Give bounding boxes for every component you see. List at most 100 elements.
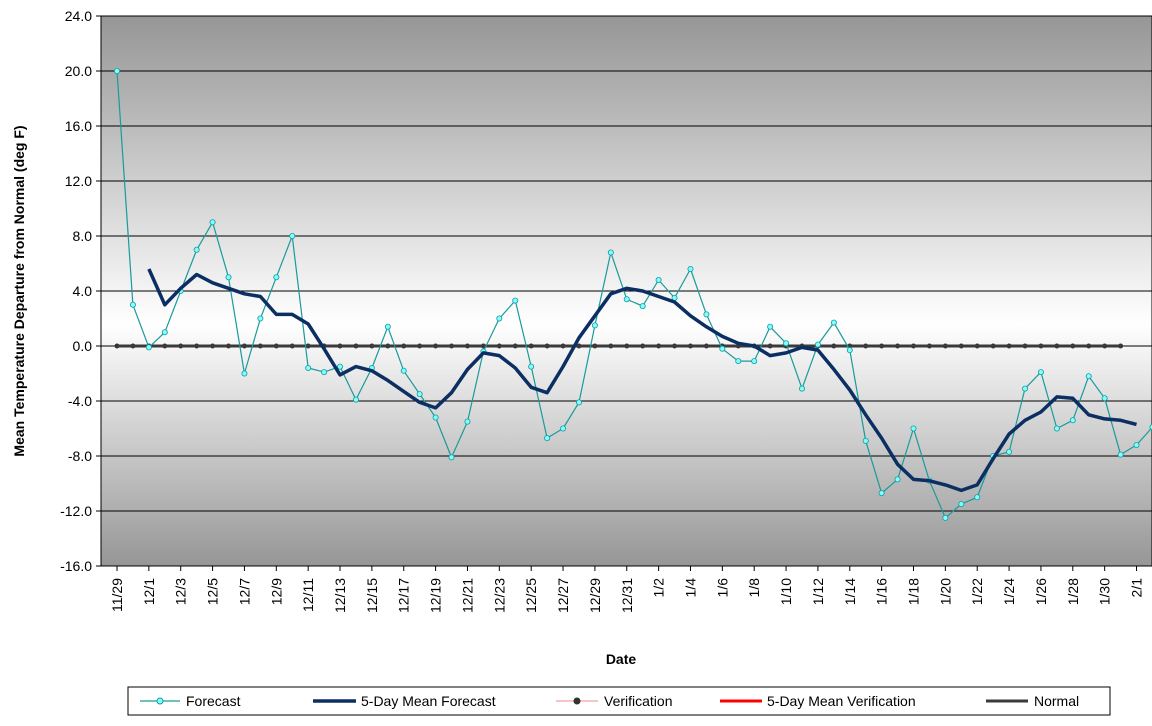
legend-box [127, 686, 1111, 716]
series-layer [114, 68, 1152, 521]
forecast-point [767, 323, 774, 330]
x-tick-label: 1/6 [714, 578, 730, 598]
y-tick-label: 0.0 [73, 338, 93, 354]
forecast-point [560, 425, 567, 432]
forecast-point [464, 418, 471, 425]
forecast-point [416, 391, 423, 398]
forecast-point [305, 364, 312, 371]
y-tick-label: -12.0 [60, 503, 92, 519]
forecast-point [974, 494, 981, 501]
forecast-point [894, 476, 901, 483]
y-tick-label: 24.0 [65, 8, 92, 24]
x-tick-label: 1/2 [651, 578, 667, 598]
x-tick-label: 1/22 [969, 578, 985, 605]
forecast-point [591, 322, 598, 329]
x-tick-label: 1/24 [1001, 578, 1017, 605]
forecast-point [114, 68, 121, 75]
y-axis-ticks: 24.0 20.0 16.0 12.0 8.0 4.0 0.0 -4.0 -8.0 -12.0 -1… [60, 8, 101, 574]
y-axis-title: Mean Temperature Departure from Normal (… [11, 125, 27, 456]
x-tick-label: 12/7 [236, 578, 252, 605]
forecast-point [623, 296, 630, 303]
x-tick-label: 1/30 [1097, 578, 1113, 605]
x-tick-label: 12/5 [205, 578, 221, 605]
forecast-point [958, 501, 965, 508]
forecast-point [878, 490, 885, 497]
forecast-point [257, 315, 264, 322]
x-tick-label: 1/26 [1033, 578, 1049, 605]
x-tick-label: 12/31 [619, 578, 635, 613]
y-tick-label: 16.0 [65, 118, 92, 134]
x-tick-label: 12/27 [555, 578, 571, 613]
forecast-point [942, 514, 949, 521]
y-tick-label: -8.0 [68, 448, 92, 464]
x-tick-label: 12/15 [364, 578, 380, 613]
forecast-point [337, 363, 344, 370]
y-tick-label: 20.0 [65, 63, 92, 79]
legend-label-mean-verification: 5-Day Mean Verification [767, 693, 916, 709]
x-tick-label: 1/18 [906, 578, 922, 605]
legend-item-forecast: Forecast [140, 693, 241, 709]
forecast-point [1053, 425, 1060, 432]
x-tick-label: 12/29 [587, 578, 603, 613]
forecast-point [352, 396, 359, 403]
x-tick-label: 1/4 [682, 578, 698, 598]
forecast-point [639, 303, 646, 310]
forecast-point [193, 246, 200, 253]
forecast-point [607, 249, 614, 256]
forecast-point [862, 437, 869, 444]
forecast-point [448, 454, 455, 461]
legend-item-normal: Normal [986, 693, 1079, 709]
x-tick-label: 12/19 [428, 578, 444, 613]
x-tick-label: 12/3 [173, 578, 189, 605]
x-tick-label: 11/29 [109, 578, 125, 612]
legend-label-normal: Normal [1034, 693, 1079, 709]
forecast-point [703, 311, 710, 318]
legend-item-mean-forecast: 5-Day Mean Forecast [313, 693, 496, 709]
x-tick-label: 2/1 [1129, 578, 1145, 598]
forecast-point [496, 315, 503, 322]
forecast-point [1117, 451, 1124, 458]
x-tick-label: 12/25 [523, 578, 539, 613]
legend-label-mean-forecast: 5-Day Mean Forecast [361, 693, 496, 709]
x-axis-title: Date [606, 651, 637, 667]
forecast-point [273, 274, 280, 281]
forecast-point [719, 345, 726, 352]
forecast-point [528, 363, 535, 370]
y-tick-label: 4.0 [73, 283, 93, 299]
legend-item-mean-verification: 5-Day Mean Verification [720, 693, 916, 709]
x-tick-label: 12/9 [268, 578, 284, 605]
y-tick-label: 12.0 [65, 173, 92, 189]
x-tick-label: 12/23 [491, 578, 507, 613]
forecast-point [814, 341, 821, 348]
legend-label-forecast: Forecast [186, 693, 241, 709]
forecast-point [432, 414, 439, 421]
forecast-point [798, 385, 805, 392]
forecast-point [783, 340, 790, 347]
x-tick-label: 1/12 [810, 578, 826, 605]
x-tick-label: 12/11 [300, 578, 316, 612]
x-tick-label: 12/13 [332, 578, 348, 613]
series-line-mean-forecast [147, 268, 1137, 493]
forecast-point [846, 347, 853, 354]
forecast-point [544, 435, 551, 442]
forecast-point [1133, 441, 1140, 448]
x-tick-label: 1/14 [842, 578, 858, 605]
forecast-point [1085, 373, 1092, 380]
forecast-point [1069, 417, 1076, 424]
forecast-point [751, 358, 758, 365]
x-tick-label: 1/16 [874, 578, 890, 605]
x-axis-ticks: 11/29 12/1 12/3 12/5 12/7 12/9 12/11 12/13 12/15… [109, 566, 1145, 613]
forecast-point [1022, 385, 1029, 392]
legend-item-verification: Verification [556, 693, 672, 709]
y-tick-label: 8.0 [73, 228, 93, 244]
legend-label-verification: Verification [604, 693, 672, 709]
x-tick-label: 1/28 [1065, 578, 1081, 605]
forecast-point [145, 344, 152, 351]
x-tick-label: 12/1 [141, 578, 157, 605]
legend: Forecast 5-Day Mean Forecast Verificatio… [127, 686, 1111, 716]
forecast-point [161, 329, 168, 336]
forecast-point [321, 369, 328, 376]
forecast-point [129, 301, 136, 308]
forecast-point [735, 358, 742, 365]
